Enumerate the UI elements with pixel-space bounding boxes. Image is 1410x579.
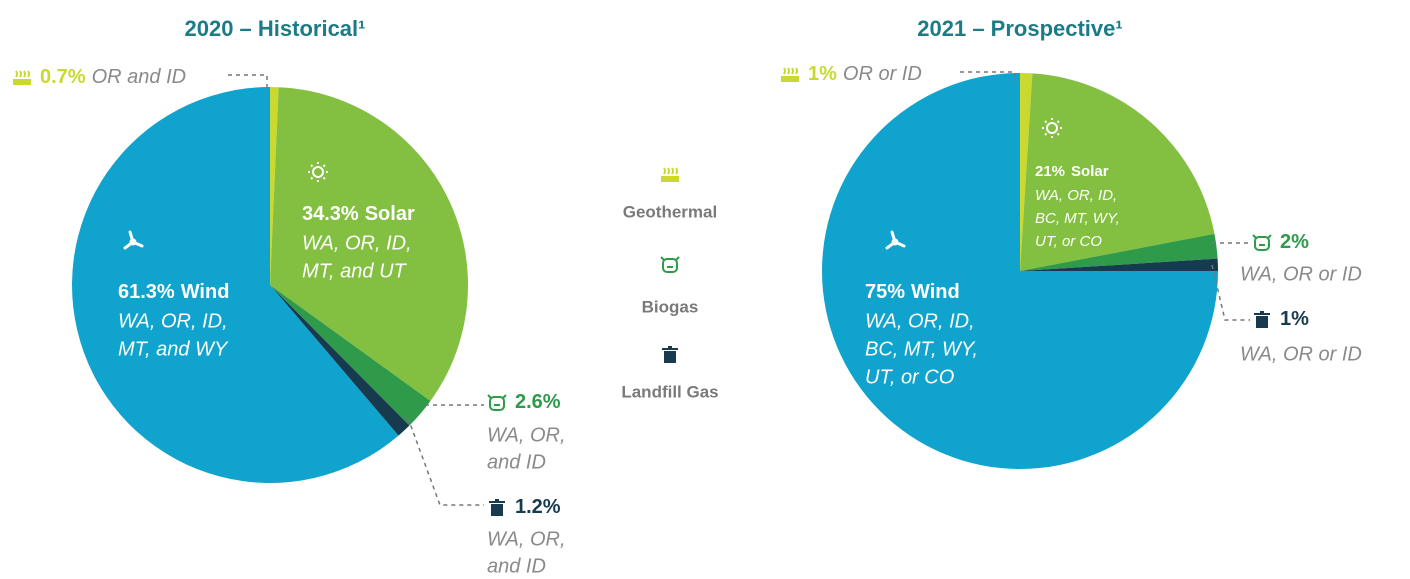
- data-label: 0.7% OR and ID: [40, 66, 186, 88]
- icon-part: [663, 167, 678, 175]
- region-label: WA, OR, ID,: [1035, 187, 1117, 204]
- icon-part: [1046, 122, 1058, 134]
- value-label: 2%: [1280, 231, 1309, 253]
- region-label: MT, and WY: [118, 338, 229, 360]
- icon-part: [662, 258, 678, 273]
- icon: [661, 167, 679, 182]
- icon-part: [662, 346, 678, 350]
- region-label: UT, or CO: [1035, 233, 1102, 250]
- leader-line: [407, 417, 484, 506]
- icon: [308, 162, 328, 182]
- pie-slice: [270, 285, 410, 436]
- leader-line: [228, 74, 268, 88]
- icon: [781, 67, 799, 82]
- category-label: Solar: [365, 203, 415, 225]
- value-label: 1%: [808, 63, 837, 85]
- pie-slice: [1020, 258, 1218, 271]
- region-label: BC, MT, WY,: [1035, 210, 1120, 227]
- icon: [1042, 118, 1062, 138]
- region-label: WA, OR or ID: [1240, 263, 1362, 285]
- data-label: 2%: [1280, 231, 1309, 253]
- value-label: 1.2%: [515, 496, 561, 518]
- region-label: UT, or CO: [865, 366, 954, 388]
- chart-title: 2020 – Historical¹: [185, 16, 366, 41]
- icon: [123, 230, 144, 250]
- region-label: OR or ID: [843, 63, 922, 85]
- legend-label: Geothermal: [623, 202, 717, 221]
- data-label: 34.3% Solar: [302, 203, 415, 225]
- value-label: 34.3%: [302, 203, 359, 225]
- legend-label: Biogas: [642, 297, 699, 316]
- icon-part: [1042, 118, 1062, 138]
- category-label: Wind: [911, 281, 960, 303]
- value-label: 21%: [1035, 163, 1065, 180]
- icon-part: [664, 351, 676, 363]
- region-label: OR and ID: [92, 66, 186, 88]
- pie-slice: [822, 73, 1218, 469]
- region-label: and ID: [487, 451, 546, 473]
- value-label: 0.7%: [40, 66, 86, 88]
- region-label: WA, OR, ID,: [302, 232, 412, 254]
- icon: [1254, 311, 1270, 328]
- pie-slice: [71, 87, 399, 484]
- icon-part: [885, 230, 906, 250]
- icon-part: [489, 499, 505, 503]
- icon: [660, 256, 680, 273]
- icon: [487, 394, 507, 411]
- icon: [662, 346, 678, 363]
- category-label: Wind: [181, 281, 230, 303]
- value-label: 2.6%: [515, 391, 561, 413]
- region-label: WA, OR or ID: [1240, 343, 1362, 365]
- data-label: 1.2%: [515, 496, 561, 518]
- legend-label: Landfill Gas: [621, 382, 718, 401]
- data-label: 21% Solar: [1035, 163, 1109, 180]
- region-label: BC, MT, WY,: [865, 338, 978, 360]
- value-label: 1%: [1280, 308, 1309, 330]
- icon-part: [783, 67, 798, 75]
- icon-part: [491, 504, 503, 516]
- icon-part: [660, 256, 680, 268]
- pie-slice: [270, 87, 279, 285]
- icon-part: [1254, 236, 1270, 251]
- data-label: 1%: [1280, 308, 1309, 330]
- pie-slice: [270, 87, 469, 402]
- region-label: MT, and UT: [302, 260, 408, 282]
- region-label: WA, OR,: [487, 528, 566, 550]
- pie-slice: [1020, 233, 1218, 271]
- icon-part: [781, 76, 799, 82]
- data-label: 61.3% Wind: [118, 281, 229, 303]
- region-label: WA, OR,: [487, 424, 566, 446]
- icon-part: [1252, 234, 1272, 246]
- category-label: Solar: [1071, 163, 1109, 180]
- icon: [13, 70, 31, 85]
- icon-part: [15, 70, 30, 78]
- icon-part: [308, 162, 328, 182]
- icon-part: [661, 176, 679, 182]
- value-label: 61.3%: [118, 281, 175, 303]
- icon-part: [1254, 311, 1270, 315]
- leader-line: [960, 71, 1016, 82]
- pie-slice: [270, 285, 431, 426]
- icon: [885, 230, 906, 250]
- value-label: 75%: [865, 281, 905, 303]
- data-label: 1% OR or ID: [808, 63, 922, 85]
- pie-slice: [1020, 73, 1215, 271]
- icon-part: [13, 79, 31, 85]
- leader-line: [1211, 264, 1250, 321]
- icon: [489, 499, 505, 516]
- icon-part: [489, 396, 505, 411]
- data-label: 2.6%: [515, 391, 561, 413]
- pie-slice: [1020, 73, 1033, 271]
- data-label: 75% Wind: [865, 281, 960, 303]
- region-label: WA, OR, ID,: [865, 310, 975, 332]
- icon: [1252, 234, 1272, 251]
- icon-part: [1256, 316, 1268, 328]
- icon-part: [312, 166, 324, 178]
- icon-part: [123, 230, 144, 250]
- region-label: WA, OR, ID,: [118, 310, 228, 332]
- chart-title: 2021 – Prospective¹: [917, 16, 1122, 41]
- icon-part: [487, 394, 507, 406]
- region-label: and ID: [487, 555, 546, 577]
